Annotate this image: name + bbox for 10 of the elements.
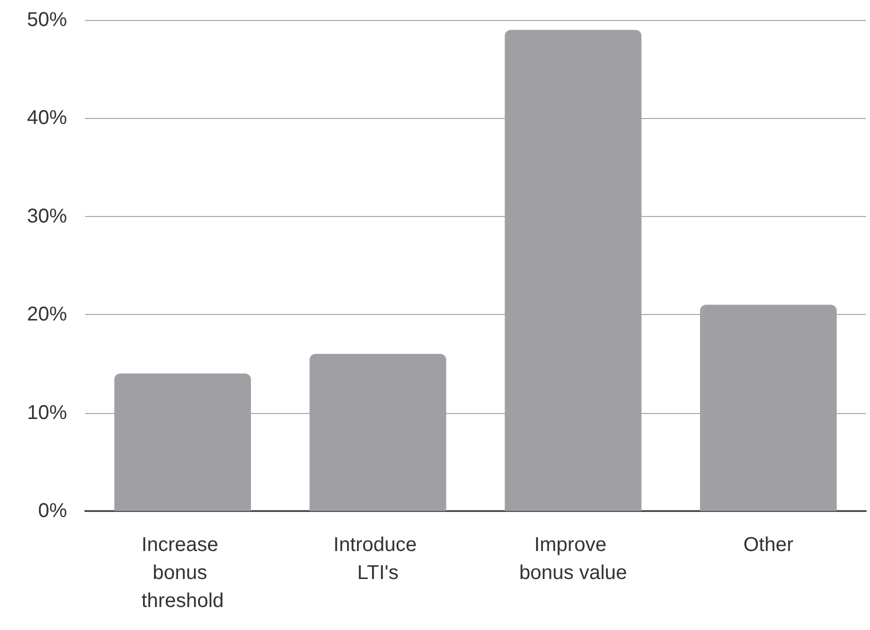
x-tick-label: Introduce LTI's xyxy=(333,534,422,584)
y-tick-label: 40% xyxy=(26,107,68,130)
x-tick-label: Improve bonus value xyxy=(519,534,628,584)
y-tick-label: 50% xyxy=(26,9,68,31)
x-tick-label: Increase bonus threshold xyxy=(141,534,224,612)
y-tick-label: 30% xyxy=(26,205,68,228)
y-tick-label: 10% xyxy=(26,402,68,424)
x-tick-label: Other xyxy=(743,534,794,556)
y-tick-label: 20% xyxy=(26,304,68,326)
y-tick-label: 0% xyxy=(38,500,68,522)
